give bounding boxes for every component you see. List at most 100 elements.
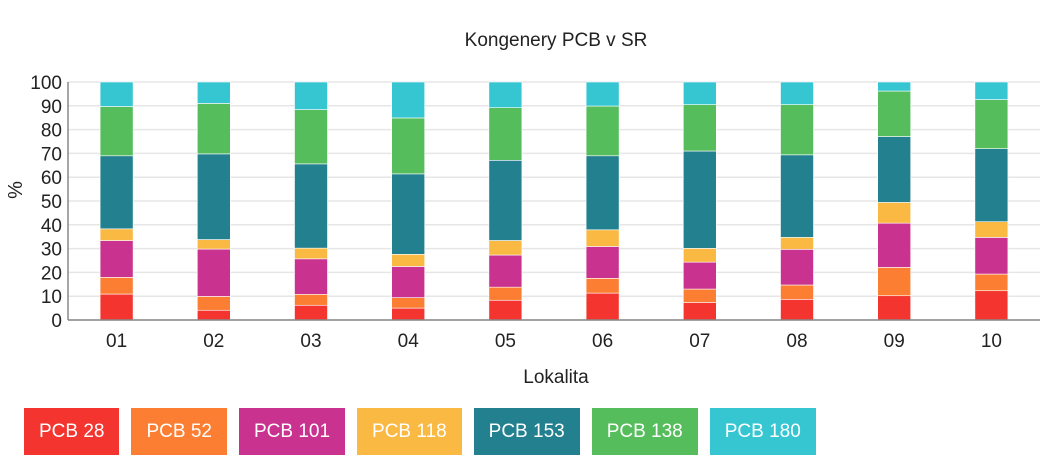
bar-segment-pcb-118[interactable] bbox=[877, 202, 912, 224]
bar-segment-pcb-101[interactable] bbox=[488, 254, 523, 288]
bars bbox=[99, 81, 1009, 321]
bar-segment-pcb-118[interactable] bbox=[682, 248, 717, 263]
bar-segment-pcb-180[interactable] bbox=[780, 81, 814, 105]
y-tick-label: 100 bbox=[30, 73, 62, 94]
bar-segment-pcb-101[interactable] bbox=[197, 248, 231, 297]
bar-segment-pcb-101[interactable] bbox=[294, 258, 328, 295]
bar-segment-pcb-138[interactable] bbox=[391, 117, 426, 175]
bar-stack-09 bbox=[877, 81, 912, 321]
bar-segment-pcb-138[interactable] bbox=[974, 99, 1009, 149]
y-axis-label: % bbox=[5, 181, 27, 199]
bar-segment-pcb-180[interactable] bbox=[585, 81, 620, 107]
bar-segment-pcb-28[interactable] bbox=[99, 293, 134, 321]
bar-segment-pcb-52[interactable] bbox=[488, 286, 523, 301]
bar-segment-pcb-118[interactable] bbox=[197, 239, 231, 250]
bar-segment-pcb-28[interactable] bbox=[488, 299, 523, 321]
y-tick-label: 70 bbox=[41, 144, 62, 165]
bar-segment-pcb-180[interactable] bbox=[197, 81, 231, 104]
x-axis-ticks: 01 02 03 04 05 06 07 08 09 10 bbox=[106, 331, 1002, 352]
bar-segment-pcb-28[interactable] bbox=[197, 309, 231, 321]
bar-segment-pcb-138[interactable] bbox=[197, 103, 231, 155]
legend-item-pcb-118[interactable]: PCB 118 bbox=[357, 408, 462, 455]
bar-segment-pcb-52[interactable] bbox=[585, 278, 620, 294]
bar-segment-pcb-180[interactable] bbox=[974, 81, 1009, 100]
x-tick-label: 08 bbox=[786, 331, 807, 352]
bar-segment-pcb-138[interactable] bbox=[585, 105, 620, 157]
bar-segment-pcb-138[interactable] bbox=[488, 107, 523, 161]
legend-item-pcb-52[interactable]: PCB 52 bbox=[131, 408, 227, 455]
legend-item-pcb-153[interactable]: PCB 153 bbox=[473, 408, 580, 455]
bar-segment-pcb-52[interactable] bbox=[99, 277, 134, 295]
chart-title: Kongenery PCB v SR bbox=[465, 30, 648, 51]
bar-stack-10 bbox=[974, 81, 1009, 321]
y-tick-label: 60 bbox=[41, 168, 62, 189]
bar-segment-pcb-180[interactable] bbox=[682, 81, 717, 105]
bar-segment-pcb-52[interactable] bbox=[877, 267, 912, 297]
bar-segment-pcb-52[interactable] bbox=[780, 284, 814, 300]
x-tick-label: 02 bbox=[203, 331, 224, 352]
x-tick-label: 06 bbox=[592, 331, 613, 352]
bar-segment-pcb-153[interactable] bbox=[197, 153, 231, 240]
legend-item-pcb-28[interactable]: PCB 28 bbox=[24, 408, 120, 455]
bar-segment-pcb-118[interactable] bbox=[391, 254, 426, 267]
bar-segment-pcb-52[interactable] bbox=[391, 297, 426, 309]
bar-segment-pcb-153[interactable] bbox=[488, 160, 523, 241]
bar-segment-pcb-138[interactable] bbox=[682, 104, 717, 152]
bar-segment-pcb-153[interactable] bbox=[585, 155, 620, 231]
bar-segment-pcb-138[interactable] bbox=[877, 90, 912, 137]
bar-segment-pcb-101[interactable] bbox=[682, 261, 717, 290]
bar-segment-pcb-118[interactable] bbox=[294, 247, 328, 260]
bar-segment-pcb-52[interactable] bbox=[682, 288, 717, 303]
bar-segment-pcb-101[interactable] bbox=[780, 249, 814, 286]
bar-segment-pcb-153[interactable] bbox=[974, 148, 1009, 223]
bar-segment-pcb-101[interactable] bbox=[99, 240, 134, 278]
bar-stack-03 bbox=[294, 81, 328, 321]
bar-segment-pcb-153[interactable] bbox=[391, 173, 426, 255]
bar-segment-pcb-28[interactable] bbox=[877, 295, 912, 321]
bar-segment-pcb-28[interactable] bbox=[294, 304, 328, 321]
bar-segment-pcb-153[interactable] bbox=[780, 154, 814, 238]
y-tick-label: 0 bbox=[51, 311, 62, 332]
bar-segment-pcb-28[interactable] bbox=[682, 302, 717, 321]
bar-segment-pcb-153[interactable] bbox=[682, 150, 717, 249]
bar-segment-pcb-180[interactable] bbox=[294, 81, 328, 110]
bar-segment-pcb-180[interactable] bbox=[488, 81, 523, 109]
y-tick-label: 50 bbox=[41, 192, 62, 213]
legend: PCB 28 PCB 52 PCB 101 PCB 118 PCB 153 PCB 138… bbox=[24, 408, 816, 455]
bar-segment-pcb-101[interactable] bbox=[877, 222, 912, 268]
bar-segment-pcb-101[interactable] bbox=[391, 266, 426, 298]
bar-segment-pcb-153[interactable] bbox=[294, 163, 328, 249]
y-tick-label: 40 bbox=[41, 216, 62, 237]
bar-stack-07 bbox=[682, 81, 717, 321]
bar-segment-pcb-28[interactable] bbox=[780, 298, 814, 321]
bar-segment-pcb-180[interactable] bbox=[99, 81, 134, 107]
x-tick-label: 07 bbox=[689, 331, 710, 352]
x-tick-label: 03 bbox=[300, 331, 321, 352]
bar-segment-pcb-28[interactable] bbox=[585, 292, 620, 321]
bar-segment-pcb-118[interactable] bbox=[585, 229, 620, 247]
bar-segment-pcb-118[interactable] bbox=[974, 221, 1009, 238]
bar-segment-pcb-138[interactable] bbox=[780, 104, 814, 156]
bar-segment-pcb-138[interactable] bbox=[99, 106, 134, 157]
bar-segment-pcb-180[interactable] bbox=[391, 81, 426, 119]
bar-stack-02 bbox=[197, 81, 231, 321]
bar-segment-pcb-118[interactable] bbox=[488, 240, 523, 256]
legend-item-pcb-180[interactable]: PCB 180 bbox=[709, 408, 816, 455]
bar-segment-pcb-52[interactable] bbox=[197, 296, 231, 311]
bar-segment-pcb-101[interactable] bbox=[585, 246, 620, 279]
bar-segment-pcb-118[interactable] bbox=[99, 228, 134, 241]
legend-item-pcb-101[interactable]: PCB 101 bbox=[238, 408, 346, 455]
bar-segment-pcb-138[interactable] bbox=[294, 109, 328, 165]
bar-segment-pcb-52[interactable] bbox=[294, 293, 328, 306]
bar-segment-pcb-180[interactable] bbox=[877, 81, 912, 92]
legend-item-pcb-138[interactable]: PCB 138 bbox=[591, 408, 698, 455]
bar-segment-pcb-153[interactable] bbox=[877, 136, 912, 203]
x-axis-label: Lokalita bbox=[523, 367, 589, 388]
bar-segment-pcb-52[interactable] bbox=[974, 273, 1009, 292]
bar-segment-pcb-101[interactable] bbox=[974, 237, 1009, 275]
bar-segment-pcb-118[interactable] bbox=[780, 237, 814, 250]
bar-segment-pcb-28[interactable] bbox=[974, 290, 1009, 321]
bar-segment-pcb-153[interactable] bbox=[99, 155, 134, 230]
bar-segment-pcb-28[interactable] bbox=[391, 307, 426, 321]
